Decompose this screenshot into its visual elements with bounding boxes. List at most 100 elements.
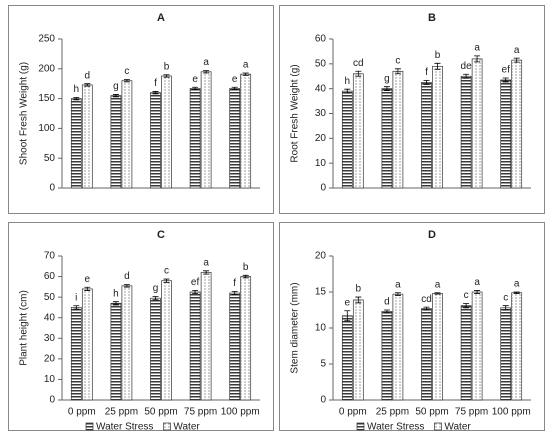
error-bar	[84, 286, 91, 291]
significance-letter: de	[461, 61, 473, 72]
error-bar	[463, 303, 470, 309]
significance-letter: h	[74, 84, 80, 95]
legend-swatch	[85, 422, 94, 431]
y-tick-label: 100	[38, 123, 55, 134]
significance-letter: c	[464, 290, 469, 301]
error-bar	[474, 55, 481, 63]
significance-letter: i	[75, 292, 77, 303]
legend-label: Water Stress	[367, 422, 424, 433]
panel-title: A	[157, 12, 165, 24]
error-bar	[434, 62, 441, 70]
significance-letter: a	[203, 57, 209, 68]
bar	[229, 88, 241, 189]
significance-letter: c	[164, 266, 169, 277]
y-tick-label: 60	[44, 271, 56, 282]
x-tick-label: 100 ppm	[492, 407, 531, 418]
error-bar	[383, 309, 390, 314]
significance-letter: h	[113, 288, 119, 299]
y-tick-label: 50	[44, 153, 56, 164]
bar	[200, 71, 212, 189]
error-bar	[434, 292, 441, 295]
error-bar	[423, 80, 430, 85]
y-tick-label: 0	[49, 395, 55, 406]
significance-letter: f	[154, 78, 157, 89]
y-tick-label: 30	[315, 108, 327, 119]
bar	[500, 79, 512, 189]
y-tick-label: 70	[44, 251, 56, 262]
bar	[381, 88, 393, 189]
bar	[421, 82, 432, 189]
error-bar	[123, 79, 130, 83]
bar	[341, 315, 353, 401]
significance-letter: f	[233, 278, 236, 289]
significance-letter: ef	[502, 65, 511, 76]
significance-letter: g	[113, 81, 119, 92]
error-bar	[355, 70, 362, 77]
error-bar	[355, 296, 362, 304]
bar	[352, 299, 364, 401]
bar	[240, 73, 252, 189]
significance-letter: e	[192, 74, 198, 85]
significance-letter: d	[85, 70, 91, 81]
y-tick-label: 20	[44, 353, 56, 364]
bar	[500, 307, 512, 401]
y-tick-label: 0	[320, 395, 326, 406]
legend-label: Water Stress	[96, 422, 153, 433]
legend-swatch	[356, 422, 365, 431]
y-tick-label: 50	[44, 292, 56, 303]
significance-letter: b	[435, 50, 441, 61]
error-bar	[163, 74, 170, 78]
y-axis-label: Root Fresh Weight (g)	[290, 64, 301, 162]
significance-letter: ef	[191, 277, 200, 288]
y-tick-label: 20	[315, 251, 327, 262]
panel-frame	[279, 5, 545, 214]
bar	[352, 73, 364, 189]
error-bar	[123, 284, 130, 288]
error-bar	[163, 278, 170, 283]
x-tick-label: 75 ppm	[184, 407, 217, 418]
significance-letter: g	[153, 283, 159, 294]
error-bar	[463, 73, 470, 79]
error-bar	[242, 72, 249, 76]
y-axis-label: Shoot Fresh Weight (g)	[19, 62, 30, 165]
error-bar	[344, 310, 351, 322]
error-bar	[73, 97, 80, 101]
error-bar	[513, 291, 520, 294]
y-tick-label: 30	[44, 333, 56, 344]
legend-label: Water	[444, 422, 471, 433]
bar	[460, 305, 472, 401]
error-bar	[231, 86, 238, 91]
bar	[189, 88, 201, 189]
significance-letter: e	[85, 274, 91, 285]
legend-swatch	[434, 422, 442, 431]
y-axis-label: Stem diameter (mm)	[290, 282, 301, 373]
x-tick-label: 50 ppm	[415, 407, 448, 418]
significance-letter: a	[514, 279, 520, 290]
y-tick-label: 0	[320, 183, 326, 194]
bar	[432, 293, 443, 401]
significance-letter: a	[514, 45, 520, 56]
significance-letter: g	[384, 73, 390, 84]
significance-letter: a	[435, 279, 441, 290]
panel: D Stem diameter (mm) 0 5 10 15 20 0 ppm 25 ppm 50…	[279, 222, 545, 433]
bar	[341, 90, 353, 189]
panel: C Plant height (cm) 0 10 20 30 40 50 60 70 0 ppm 25…	[8, 222, 274, 433]
bar	[471, 58, 483, 189]
bar	[421, 308, 432, 401]
x-tick-label: 75 ppm	[455, 407, 488, 418]
y-tick-label: 40	[315, 83, 327, 94]
legend-swatch	[163, 422, 171, 431]
bar	[432, 65, 443, 189]
bar	[121, 80, 133, 189]
legend: Water Stress Water	[356, 422, 471, 433]
significance-letter: b	[164, 61, 170, 72]
y-tick-label: 0	[49, 183, 55, 194]
x-tick-label: 25 ppm	[376, 407, 409, 418]
significance-letter: c	[503, 292, 508, 303]
y-tick-label: 10	[44, 374, 56, 385]
error-bar	[513, 57, 520, 63]
bar	[161, 75, 172, 189]
bar	[81, 84, 93, 189]
bar	[150, 92, 161, 189]
significance-letter: c	[395, 55, 400, 66]
